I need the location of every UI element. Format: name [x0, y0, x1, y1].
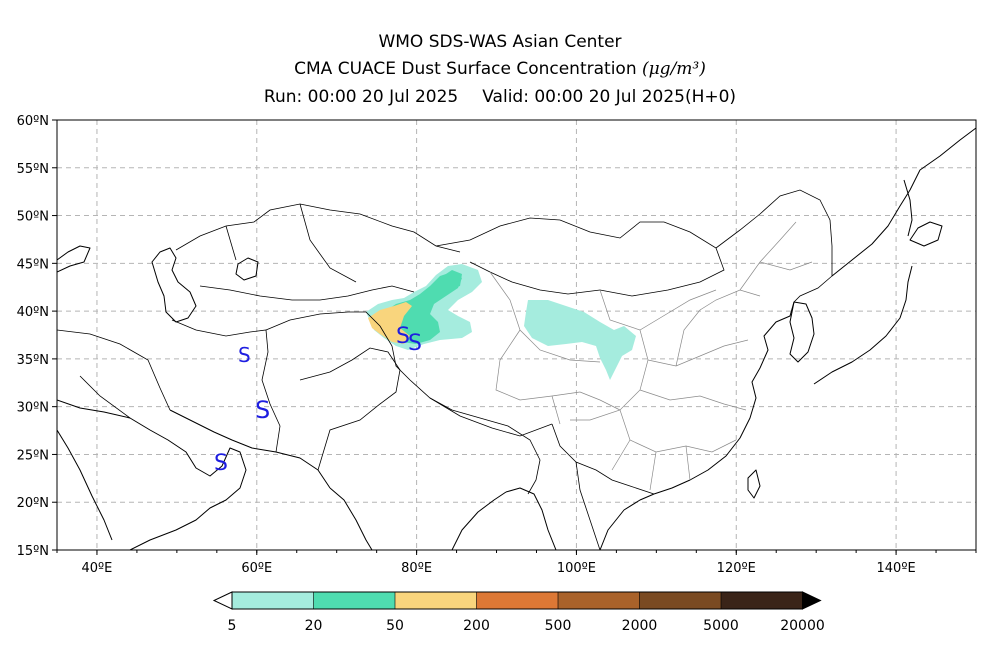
national-borders	[57, 189, 833, 550]
lat-tick-label: 55ºN	[17, 162, 49, 177]
dust-marker: S	[255, 396, 270, 424]
taiwan-coast	[747, 469, 761, 499]
korea-coast	[789, 301, 815, 363]
province-border-11	[551, 391, 621, 425]
india-coast	[329, 487, 507, 550]
legend-label: 50	[386, 618, 404, 634]
russia-kazakhstan-border	[175, 203, 461, 253]
dust-marker: S	[408, 331, 422, 356]
lon-tick-label: 80ºE	[401, 561, 432, 576]
china-east-coast	[653, 301, 795, 495]
black-sea-coast	[57, 245, 91, 273]
lat-tick-label: 40ºN	[17, 305, 49, 320]
legend-label: 5000	[703, 618, 739, 634]
legend-label: 20	[305, 618, 323, 634]
dust-field-qaidam-5	[524, 300, 636, 380]
china-northeast-border	[715, 189, 833, 303]
province-border-6	[639, 389, 747, 411]
aral-sea-outline	[235, 257, 259, 281]
lon-tick-label: 120ºE	[717, 561, 756, 576]
province-border-8	[611, 439, 691, 491]
province-border-9	[675, 289, 761, 367]
central-asia-borders	[199, 203, 415, 301]
japan-coast	[813, 221, 943, 385]
dust-marker: S	[214, 451, 228, 476]
legend-swatch	[558, 592, 640, 609]
title-line1: WMO SDS-WAS Asian Center	[378, 32, 622, 52]
afghan-pak-border	[265, 311, 401, 471]
legend-swatch	[721, 592, 803, 609]
legend-label: 20000	[780, 618, 825, 634]
province-border-4	[570, 329, 649, 421]
lon-tick-label: 40ºE	[82, 561, 113, 576]
indochina-border	[551, 423, 655, 550]
title-line2: CMA CUACE Dust Surface Concentration	[294, 59, 637, 79]
map-title-times: Run: 00:00 20 Jul 2025 Valid: 00:00 20 Ju…	[0, 87, 1000, 107]
map-title-center: WMO SDS-WAS Asian Center	[0, 32, 1000, 52]
legend-arrow-low	[212, 591, 233, 610]
map-frame	[56, 119, 977, 551]
red-sea-coast	[57, 429, 113, 541]
legend-label: 500	[545, 618, 572, 634]
dust-concentration-fields	[366, 264, 636, 380]
indochina-coast	[599, 493, 655, 550]
color-legend: 5 20 50 200 500 2000 5000 20000	[212, 591, 825, 634]
iran-south-coast	[169, 409, 331, 489]
run-time: Run: 00:00 20 Jul 2025	[263, 87, 459, 107]
dust-field-tarim-20	[384, 272, 462, 344]
lat-tick-label: 60ºN	[17, 114, 49, 129]
legend-label: 5	[228, 618, 237, 634]
lon-tick-label: 100ºE	[557, 561, 596, 576]
china-west-border	[365, 311, 553, 437]
legend-label: 2000	[622, 618, 658, 634]
dust-marker: S	[396, 324, 410, 349]
lat-tick-label: 25ºN	[17, 448, 49, 463]
legend-swatch	[639, 592, 721, 609]
sakhalin-coast	[903, 179, 913, 237]
dust-field-tarim-50	[368, 302, 412, 344]
province-border-1	[489, 271, 601, 363]
province-border-5	[647, 339, 749, 367]
arabian-coast	[57, 399, 247, 550]
coastlines	[57, 127, 976, 550]
lat-tick-label: 35ºN	[17, 353, 49, 368]
legend-arrow-high	[802, 591, 822, 610]
valid-time: Valid: 00:00 20 Jul 2025(H+0)	[482, 87, 737, 107]
province-border-10	[739, 221, 813, 291]
province-border-3	[599, 289, 717, 331]
far-east-coast	[831, 127, 976, 277]
lat-tick-label: 30ºN	[17, 401, 49, 416]
province-border-2	[495, 329, 581, 401]
legend-label: 200	[463, 618, 490, 634]
legend-swatch	[395, 592, 477, 609]
dust-storm-markers: S S S S S	[214, 324, 422, 476]
graticule	[57, 120, 976, 550]
axis-ticks: 40ºE 60ºE 80ºE 100ºE 120ºE 140ºE 60ºN 55ºN 50ºN 4…	[17, 114, 977, 576]
map-title-product: CMA CUACE Dust Surface Concentration (μg…	[0, 59, 1000, 79]
iran-borders	[171, 319, 281, 453]
lon-tick-label: 140ºE	[877, 561, 916, 576]
lat-tick-label: 45ºN	[17, 257, 49, 272]
lat-tick-label: 15ºN	[17, 544, 49, 559]
dust-marker: S	[238, 343, 251, 367]
lon-tick-label: 60ºE	[241, 561, 272, 576]
bay-of-bengal-coast	[505, 487, 557, 550]
himalaya-border	[429, 397, 541, 495]
iraq-saudi-border	[57, 329, 171, 419]
dust-field-north-20	[440, 270, 462, 290]
province-border-7	[619, 409, 737, 453]
legend-swatch	[313, 592, 395, 609]
lat-tick-label: 20ºN	[17, 496, 49, 511]
caspian-sea-outline	[151, 247, 197, 323]
legend-swatch	[476, 592, 558, 609]
lat-tick-label: 50ºN	[17, 210, 49, 225]
title-unit: (μg/m³)	[642, 59, 706, 79]
legend-swatch	[232, 592, 314, 609]
province-borders	[489, 221, 813, 491]
